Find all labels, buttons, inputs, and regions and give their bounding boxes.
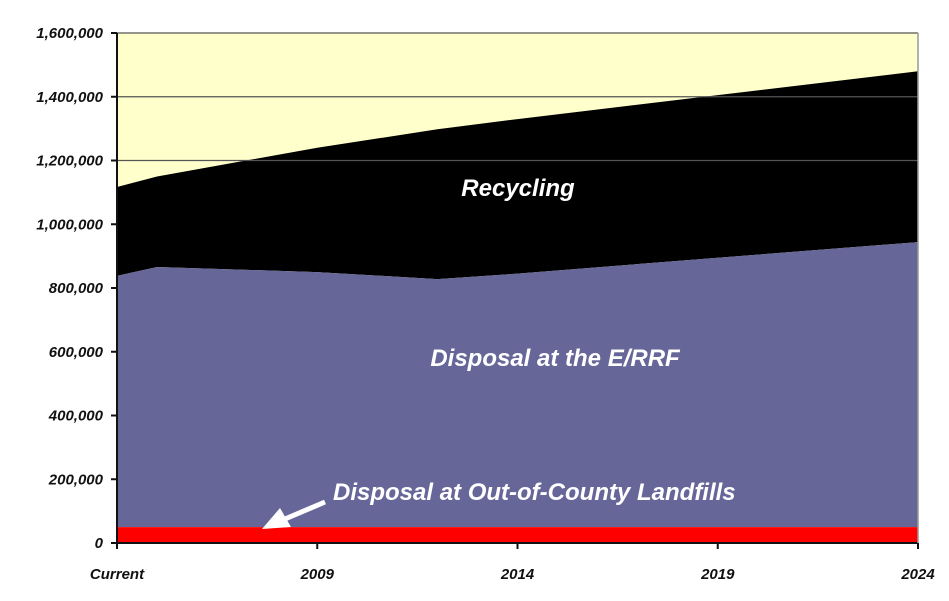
y-tick-label: 400,000 — [48, 408, 104, 425]
y-tick-label: 1,000,000 — [36, 216, 103, 233]
y-axis-labels: 0 200,000 400,000 600,000 800,000 1,000,000 1,… — [36, 25, 103, 552]
x-axis-labels: Current 2009 2014 2019 2024 — [90, 566, 935, 583]
recycling-area — [117, 71, 918, 280]
recycling-label: Recycling — [461, 175, 575, 202]
axes — [111, 32, 919, 549]
errf-label: Disposal at the E/RRF — [430, 345, 681, 372]
y-tick-label: 0 — [95, 535, 104, 552]
landfill-area — [117, 527, 918, 543]
gridlines — [117, 32, 918, 162]
y-tick-label: 200,000 — [48, 471, 104, 488]
y-tick-label: 1,200,000 — [36, 153, 103, 170]
y-tick-label: 1,600,000 — [36, 25, 103, 42]
x-tick-label: 2014 — [500, 566, 535, 583]
y-tick-label: 800,000 — [49, 280, 104, 297]
arrow-icon — [262, 499, 326, 529]
x-tick-label: 2009 — [300, 566, 335, 583]
landfill-label: Disposal at Out-of-County Landfills — [333, 479, 736, 506]
x-tick-label: 2019 — [700, 566, 735, 583]
y-tick-label: 1,400,000 — [36, 89, 103, 106]
x-tick-label: 2024 — [900, 566, 935, 583]
errf-area — [117, 242, 918, 528]
plot-area — [117, 33, 918, 543]
y-tick-label: 600,000 — [49, 344, 104, 361]
x-tick-label: Current — [90, 566, 145, 583]
